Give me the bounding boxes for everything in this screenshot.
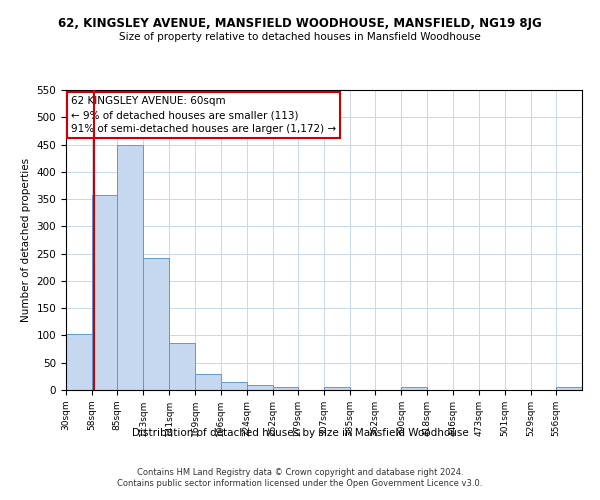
Bar — [143, 258, 169, 390]
Text: Distribution of detached houses by size in Mansfield Woodhouse: Distribution of detached houses by size … — [131, 428, 469, 438]
Y-axis label: Number of detached properties: Number of detached properties — [21, 158, 31, 322]
Text: 62, KINGSLEY AVENUE, MANSFIELD WOODHOUSE, MANSFIELD, NG19 8JG: 62, KINGSLEY AVENUE, MANSFIELD WOODHOUSE… — [58, 18, 542, 30]
Bar — [169, 342, 196, 390]
Text: 62 KINGSLEY AVENUE: 60sqm
← 9% of detached houses are smaller (113)
91% of semi-: 62 KINGSLEY AVENUE: 60sqm ← 9% of detach… — [71, 96, 336, 134]
Bar — [324, 388, 350, 390]
Bar — [556, 388, 582, 390]
Bar — [66, 334, 92, 390]
Text: Size of property relative to detached houses in Mansfield Woodhouse: Size of property relative to detached ho… — [119, 32, 481, 42]
Text: Contains HM Land Registry data © Crown copyright and database right 2024.
Contai: Contains HM Land Registry data © Crown c… — [118, 468, 482, 487]
Bar — [401, 388, 427, 390]
Bar — [196, 374, 221, 390]
Bar — [247, 385, 273, 390]
Bar — [221, 382, 247, 390]
Bar — [92, 194, 117, 390]
Bar — [273, 388, 298, 390]
Bar — [117, 145, 143, 390]
